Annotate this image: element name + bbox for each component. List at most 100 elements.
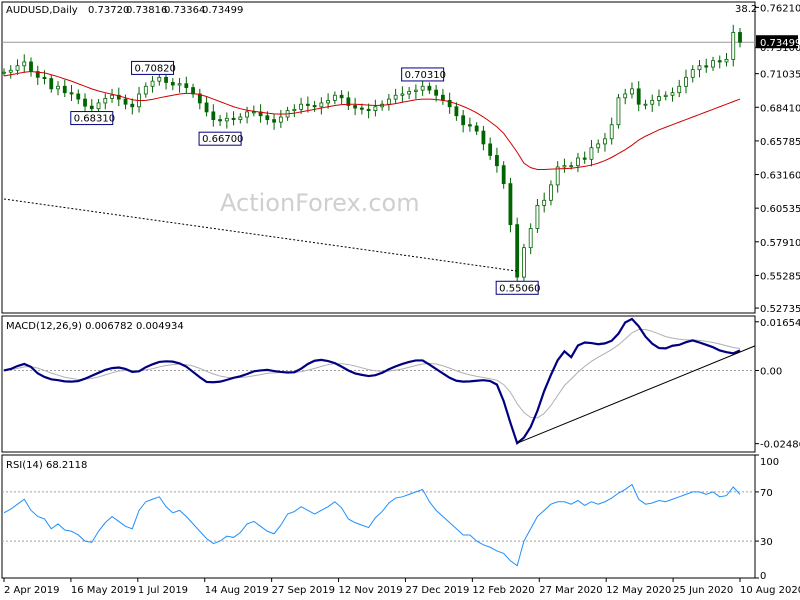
top-right-value: 38.2	[735, 4, 757, 15]
price-bar-body	[609, 124, 614, 140]
price-bar-body	[603, 138, 607, 145]
price-bar-body	[704, 65, 709, 68]
x-axis-label: 27 Mar 2020	[539, 585, 602, 596]
price-bar-body	[231, 117, 236, 120]
price-panel	[1, 1, 756, 314]
price-bar-body	[468, 124, 472, 127]
header-low: 0.73364	[164, 5, 205, 16]
price-bar-body	[393, 94, 398, 100]
price-bar-body	[461, 115, 466, 126]
price-y-label: 0.76210	[760, 3, 800, 14]
header-close: 0.73499	[202, 5, 243, 16]
x-axis-label: 16 May 2019	[71, 585, 136, 596]
price-bar-body	[643, 103, 648, 106]
rsi-line	[3, 483, 741, 567]
price-bar-body	[650, 99, 655, 105]
moving-average-line	[3, 71, 741, 171]
price-annotation-label: 0.68310	[74, 114, 115, 125]
price-bar-body	[272, 119, 276, 123]
price-bar-body	[299, 103, 304, 110]
macd-y-label: 0.01654	[760, 318, 800, 329]
price-bar-body	[690, 69, 695, 78]
price-bar-body	[717, 60, 722, 63]
price-bar-body	[636, 88, 641, 105]
price-bar-body	[697, 65, 702, 71]
price-bar-body	[677, 85, 682, 94]
price-bar-body	[339, 94, 344, 99]
price-bar-body	[164, 76, 168, 83]
price-bar-body	[319, 102, 324, 108]
price-bar-body	[218, 119, 222, 122]
price-annotation-label: 0.70820	[135, 63, 176, 74]
price-bar-body	[326, 99, 331, 104]
price-bar-body	[447, 99, 452, 108]
price-bar-body	[123, 98, 128, 105]
price-bar-body	[130, 103, 135, 108]
price-bar-body	[191, 87, 195, 95]
price-marks: 0.70820 0.68310 0.66700 0.70310 0.55060	[2, 24, 742, 295]
price-bar-body	[49, 78, 54, 90]
price-bar-body	[278, 116, 283, 123]
x-axis-label: 2 Apr 2019	[4, 585, 59, 596]
price-bar-body	[386, 98, 391, 105]
price-bar-body	[711, 60, 715, 68]
last-price-marker	[756, 35, 798, 49]
price-bar-body	[663, 94, 668, 97]
price-annotation-box	[495, 280, 539, 295]
price-y-label: 0.71035	[760, 70, 800, 81]
price-bar-body	[528, 228, 533, 249]
rsi-y-label: 0	[760, 571, 766, 582]
price-bar-body	[508, 183, 513, 226]
price-bar-body	[562, 165, 567, 168]
price-bar-body	[630, 88, 634, 95]
price-bar-body	[400, 93, 405, 96]
macd-y-label: -0.02486	[760, 440, 800, 451]
price-bar-body	[616, 97, 621, 126]
price-bar-body	[589, 147, 594, 160]
price-y-label: 0.57910	[760, 238, 800, 249]
price-bar-body	[427, 85, 432, 91]
price-bar-body	[549, 184, 553, 201]
price-bar-body	[62, 85, 67, 94]
price-bar-body	[76, 93, 81, 100]
price-bar-body	[407, 91, 412, 95]
price-bar-body	[440, 94, 445, 101]
price-bar-body	[22, 61, 27, 67]
macd-title: MACD(12,26,9) 0.006782 0.004934	[6, 321, 184, 332]
price-bar-body	[569, 165, 574, 168]
price-bar-body	[224, 117, 229, 122]
watermark: ActionForex.com	[220, 189, 420, 217]
price-annotation-label: 0.66700	[202, 134, 243, 145]
macd-main-line	[3, 317, 741, 446]
price-y-label: 0.60535	[760, 204, 800, 215]
price-annotation-label: 0.70310	[405, 70, 446, 81]
price-y-label: 0.52735	[760, 304, 800, 315]
price-bar-body	[238, 116, 243, 120]
price-bar-body	[488, 143, 493, 156]
rsi-marks	[2, 483, 755, 567]
price-bar-body	[346, 97, 351, 106]
price-bar-body	[434, 89, 439, 96]
macd-trendline	[516, 345, 756, 444]
price-bar-body	[251, 111, 256, 114]
price-bar-body	[684, 76, 688, 87]
price-bar-body	[245, 111, 249, 118]
price-bar-body	[359, 107, 364, 110]
price-bar-body	[670, 92, 675, 96]
rsi-title: RSI(14) 68.2118	[6, 460, 87, 471]
price-bar-body	[596, 143, 601, 149]
price-bar-body	[204, 102, 209, 113]
price-annotation-label: 0.55060	[499, 283, 540, 294]
price-annotation-box	[198, 131, 242, 146]
price-bar-body	[576, 157, 580, 167]
price-bar-body	[515, 224, 520, 278]
x-axis-label: 12 Feb 2020	[472, 585, 534, 596]
price-bar-body	[170, 82, 175, 86]
price-bar-body	[731, 32, 736, 60]
price-bar-body	[495, 155, 499, 167]
header-symbol: AUDUSD,Daily	[6, 5, 78, 16]
price-bar-body	[2, 71, 6, 74]
price-bar-body	[197, 93, 202, 104]
price-bar-body	[623, 93, 628, 99]
